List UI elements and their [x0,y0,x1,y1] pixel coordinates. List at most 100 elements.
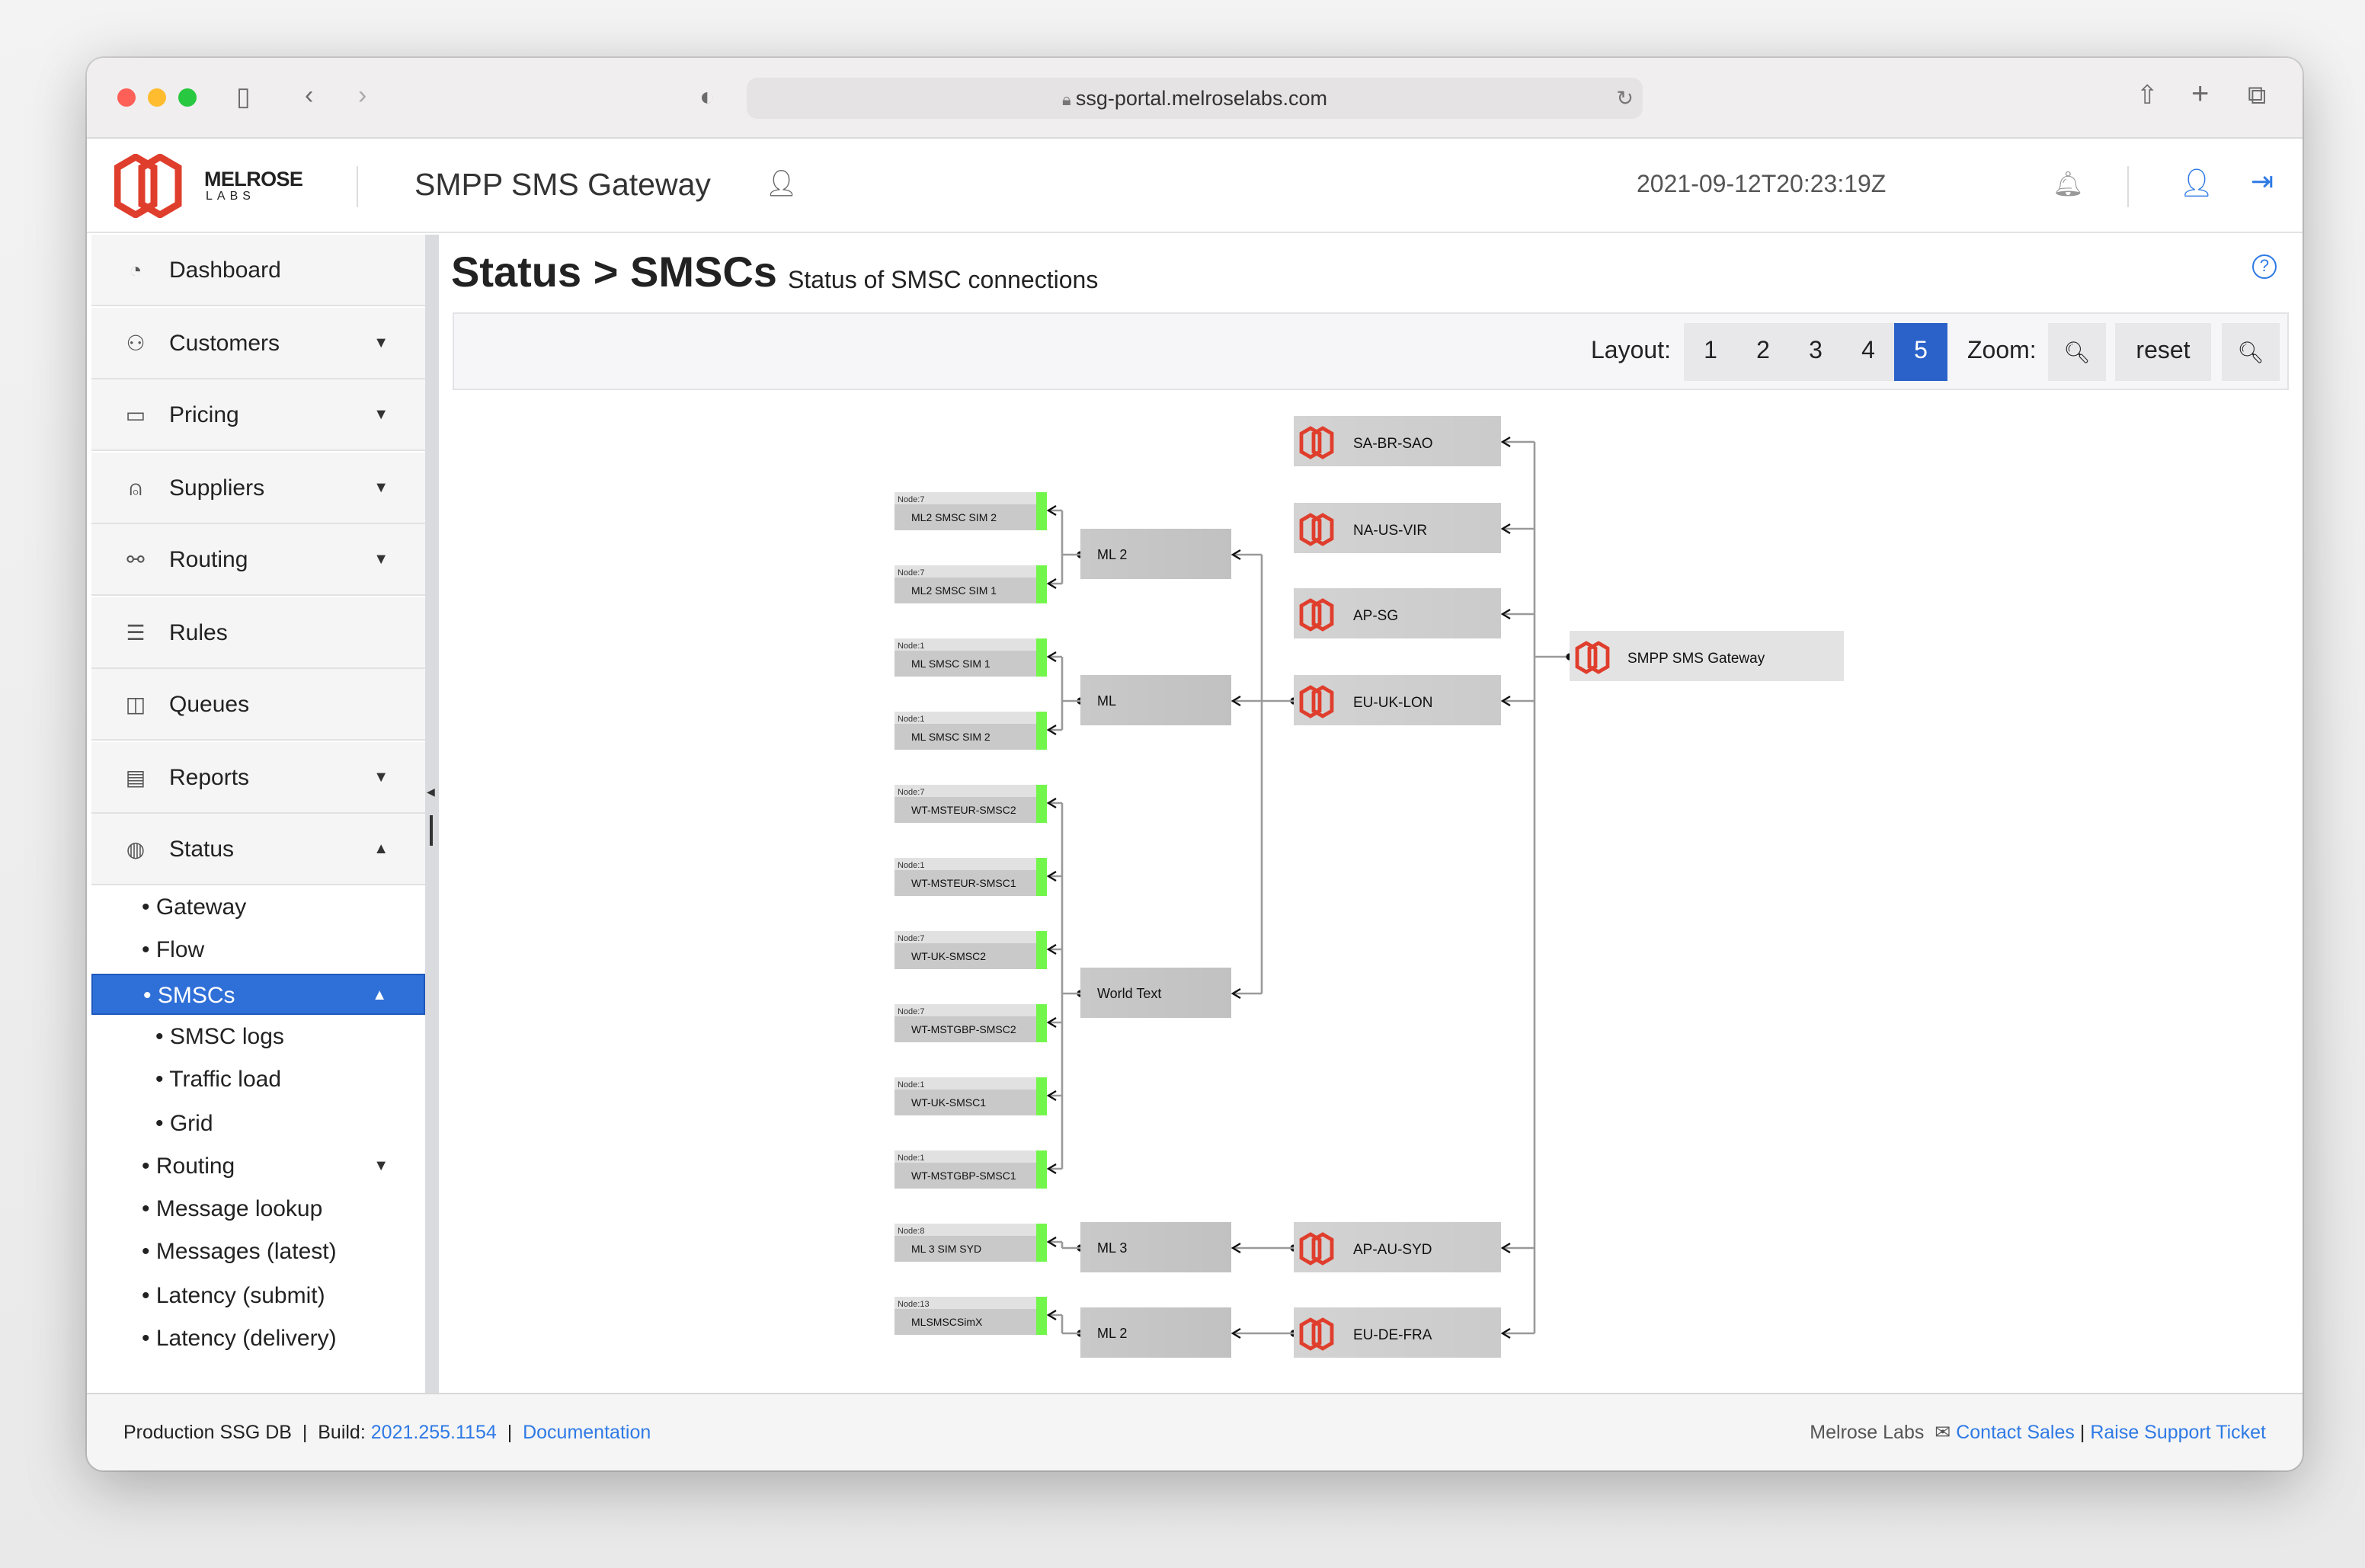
smsc-node[interactable] [894,1016,1036,1042]
smsc-status-indicator [1036,1224,1047,1262]
close-window-button[interactable] [117,88,136,107]
documentation-link[interactable]: Documentation [523,1422,651,1443]
node-shade [1294,416,1501,466]
splitter-handle[interactable] [430,815,433,846]
supplier-label: World Text [1097,986,1161,1001]
arrow-head [1231,695,1241,707]
smsc-node[interactable] [894,1163,1036,1189]
sidebar-item-routing[interactable]: ⚯ Routing ▼ [91,524,425,596]
sidebar-item-label: Customers [169,330,280,356]
sidebar-subitem[interactable]: • Gateway [91,887,425,928]
server-timestamp: 2021-09-12T20:23:19Z [1637,172,1887,198]
sidebar-item-reports[interactable]: ▤ Reports ▼ [91,741,425,813]
forward-icon[interactable]: › [358,81,367,110]
logo-text-top: MELROSE [204,168,303,190]
sidebar-item-rules[interactable]: ☰ Rules [91,597,425,668]
smsc-node-header [894,1077,1036,1090]
sidebar-splitter[interactable]: ◀ [425,235,439,1393]
sidebar-item-customers[interactable]: ⚇ Customers ▼ [91,307,425,379]
smsc-node-header [894,1297,1036,1309]
arrow-head [1046,870,1057,882]
node-shade [1294,675,1501,725]
sidebar-subitem[interactable]: • Grid [91,1102,425,1144]
minimize-window-button[interactable] [148,88,166,107]
sidebar-item-label: Suppliers [169,475,265,501]
raise-support-ticket-link[interactable]: Raise Support Ticket [2090,1422,2266,1443]
layout-1-button[interactable]: 1 [1684,323,1737,381]
rules-icon: ☰ [126,619,146,644]
sidebar-subitem[interactable]: • Latency (submit) [91,1275,425,1316]
sidebar-subitem-label: • Flow [142,937,205,964]
sidebar-subitem[interactable]: • SMSCs ▲ [91,973,425,1015]
sidebar-subitem[interactable]: • Message lookup [91,1189,425,1230]
region-label: AP-SG [1353,608,1398,624]
smsc-label: ML 3 SIM SYD [911,1243,981,1255]
sidebar-subitem[interactable]: • Traffic load [91,1059,425,1100]
sidebar-toggle-icon[interactable]: ▯ [236,82,251,111]
smsc-node[interactable] [894,1090,1036,1115]
share-icon[interactable]: ⇧ [2136,81,2159,110]
sidebar-item-pricing[interactable]: ▭ Pricing ▼ [91,379,425,451]
footer-separator: | [302,1422,308,1443]
node-shade [1080,529,1231,579]
back-icon[interactable]: ‹ [305,81,314,110]
sidebar-item-queues[interactable]: ◫ Queues [91,669,425,741]
layout-3-button[interactable]: 3 [1789,323,1842,381]
account-manager-icon[interactable]: 👤︎ [765,169,798,198]
sidebar-subitem[interactable]: • Flow [91,930,425,971]
smsc-node-number: Node:7 [898,495,924,504]
zoom-in-button[interactable]: 🔍︎ [2048,323,2106,381]
gateway-node[interactable] [1570,631,1844,681]
node-shade [1294,1222,1501,1272]
arrow-head [1500,608,1511,620]
smsc-node[interactable] [894,651,1036,677]
smsc-label: WT-MSTGBP-SMSC1 [911,1170,1016,1182]
smsc-node[interactable] [894,1236,1036,1262]
footer-separator: | [507,1422,513,1443]
contact-sales-link[interactable]: Contact Sales [1956,1422,2075,1443]
smsc-status-indicator [1036,1004,1047,1042]
collapse-arrow-icon[interactable]: ◀ [427,788,435,798]
smsc-status-indicator [1036,785,1047,823]
sidebar-item-status[interactable]: ◍ Status ▲ [91,814,425,885]
smsc-node[interactable] [894,797,1036,823]
node-shade [1080,675,1231,725]
logout-icon[interactable]: ⇥ [2251,166,2274,197]
sidebar-subitem[interactable]: • Messages (latest) [91,1232,425,1273]
sidebar-item-dashboard[interactable]: ◔ Dashboard [91,235,425,306]
help-icon[interactable]: ? [2252,254,2277,279]
browser-window: ▯ ‹ › ◐ 🔒︎ ssg-portal.melroselabs.com ↻ ⇧… [87,58,2303,1470]
sidebar-subitem[interactable]: • Latency (delivery) [91,1318,425,1359]
smsc-label: ML2 SMSC SIM 1 [911,584,997,597]
smsc-node-header [894,785,1036,797]
new-tab-icon[interactable]: + [2191,78,2210,111]
build-link[interactable]: 2021.255.1154 [370,1422,497,1443]
reload-icon[interactable]: ↻ [1616,87,1634,110]
sidebar-subitem[interactable]: • SMSC logs [91,1016,425,1058]
melrose-labs-logo[interactable] [114,154,197,218]
address-bar[interactable]: 🔒︎ ssg-portal.melroselabs.com ↻ [747,78,1643,119]
smsc-node[interactable] [894,504,1036,530]
sidebar-item-suppliers[interactable]: ⍝ Suppliers ▼ [91,452,425,523]
smsc-node[interactable] [894,724,1036,750]
smsc-node[interactable] [894,1309,1036,1335]
arrow-head [1046,1090,1057,1102]
zoom-reset-button[interactable]: reset [2115,323,2211,381]
smsc-node[interactable] [894,943,1036,969]
layout-2-button[interactable]: 2 [1736,323,1790,381]
maximize-window-button[interactable] [178,88,197,107]
region-label: AP-AU-SYD [1353,1242,1432,1258]
tabs-overview-icon[interactable]: ⧉ [2248,81,2267,110]
notifications-bell-icon[interactable]: 🔔︎ [2053,172,2084,198]
shield-icon[interactable]: ◐ [699,82,715,111]
smsc-label: WT-UK-SMSC2 [911,950,986,962]
browser-titlebar: ▯ ‹ › ◐ 🔒︎ ssg-portal.melroselabs.com ↻ ⇧… [87,58,2303,139]
layout-5-button[interactable]: 5 [1894,323,1947,381]
smsc-node[interactable] [894,870,1036,896]
zoom-out-button[interactable]: 🔍︎ [2222,323,2280,381]
sidebar-subitem[interactable]: • Routing ▼ [91,1146,425,1187]
sidebar-subitem-label: • Traffic load [155,1067,282,1093]
layout-4-button[interactable]: 4 [1842,323,1895,381]
user-profile-icon[interactable]: 👤︎ [2179,168,2214,198]
smsc-node[interactable] [894,578,1036,603]
